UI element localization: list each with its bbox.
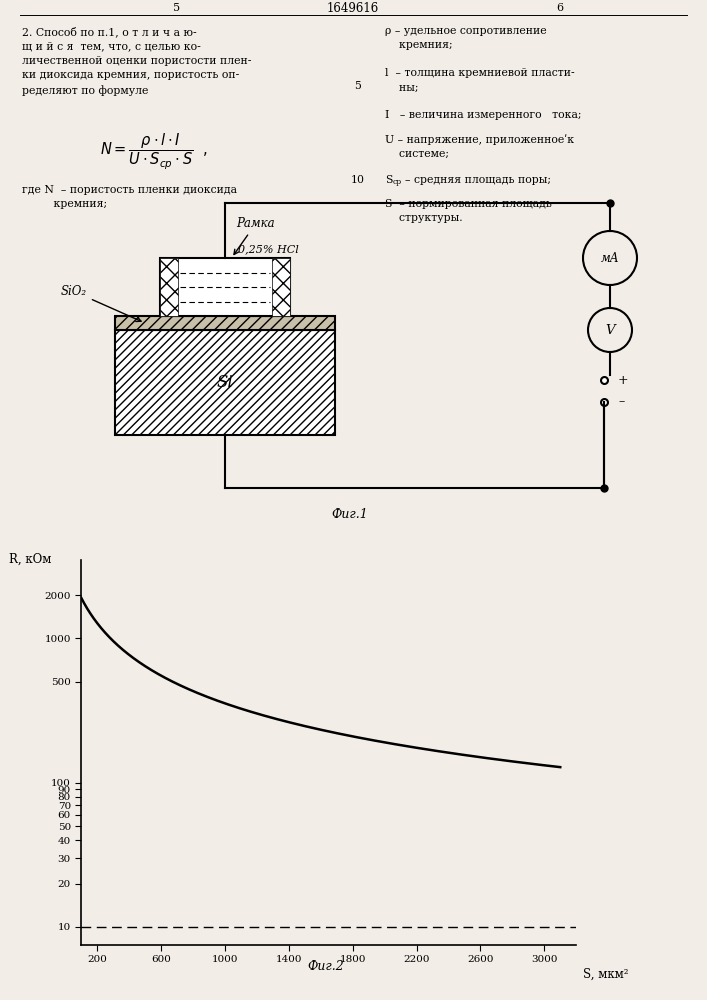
Text: l  – толщина кремниевой пласти-
    ны;: l – толщина кремниевой пласти- ны; xyxy=(385,68,575,92)
Text: 5: 5 xyxy=(355,81,361,91)
Text: Si: Si xyxy=(216,374,233,391)
Text: мА: мА xyxy=(601,251,619,264)
Bar xyxy=(115,316,335,330)
Y-axis label: R, кОм: R, кОм xyxy=(9,552,52,565)
Text: cp: cp xyxy=(393,178,402,186)
Text: I   – величина измеренного   тока;: I – величина измеренного тока; xyxy=(385,110,581,120)
Bar xyxy=(272,258,290,316)
Text: Фиг.2: Фиг.2 xyxy=(307,960,344,974)
Bar xyxy=(115,330,335,435)
Text: 2. Способ по п.1, о т л и ч а ю-
щ и й с я  тем, что, с целью ко-
личественной о: 2. Способ по п.1, о т л и ч а ю- щ и й с… xyxy=(22,26,252,96)
Text: 5: 5 xyxy=(173,3,180,13)
Text: V: V xyxy=(605,324,615,336)
X-axis label: S, мкм²: S, мкм² xyxy=(583,968,629,981)
Text: 1649616: 1649616 xyxy=(327,1,379,14)
Bar xyxy=(160,258,290,316)
Text: Рамка: Рамка xyxy=(234,217,275,254)
Text: SiO₂: SiO₂ xyxy=(61,285,141,321)
Text: – средняя площадь поры;: – средняя площадь поры; xyxy=(405,175,551,185)
Text: ρ – удельное сопротивление
    кремния;: ρ – удельное сопротивление кремния; xyxy=(385,26,547,50)
Text: U – напряжение, приложенноеʹк
    системе;: U – напряжение, приложенноеʹк системе; xyxy=(385,134,574,159)
Bar xyxy=(160,258,178,316)
Text: 6: 6 xyxy=(556,3,563,13)
Text: Фиг.1: Фиг.1 xyxy=(332,508,368,522)
Text: где N  – пористость пленки диоксида
         кремния;: где N – пористость пленки диоксида кремн… xyxy=(22,185,237,209)
Text: +: + xyxy=(618,373,629,386)
Text: S  – нормированная площадь
    структуры.: S – нормированная площадь структуры. xyxy=(385,199,552,223)
Text: S: S xyxy=(385,175,392,185)
Bar xyxy=(115,316,335,330)
Bar xyxy=(115,330,335,435)
Text: $N = \dfrac{\rho \cdot l \cdot I}{U \cdot S_{cp} \cdot S}$  ,: $N = \dfrac{\rho \cdot l \cdot I}{U \cdo… xyxy=(100,132,208,172)
Text: –: – xyxy=(618,395,624,408)
Text: 0,25% HCl: 0,25% HCl xyxy=(238,244,298,254)
Text: 10: 10 xyxy=(351,175,365,185)
